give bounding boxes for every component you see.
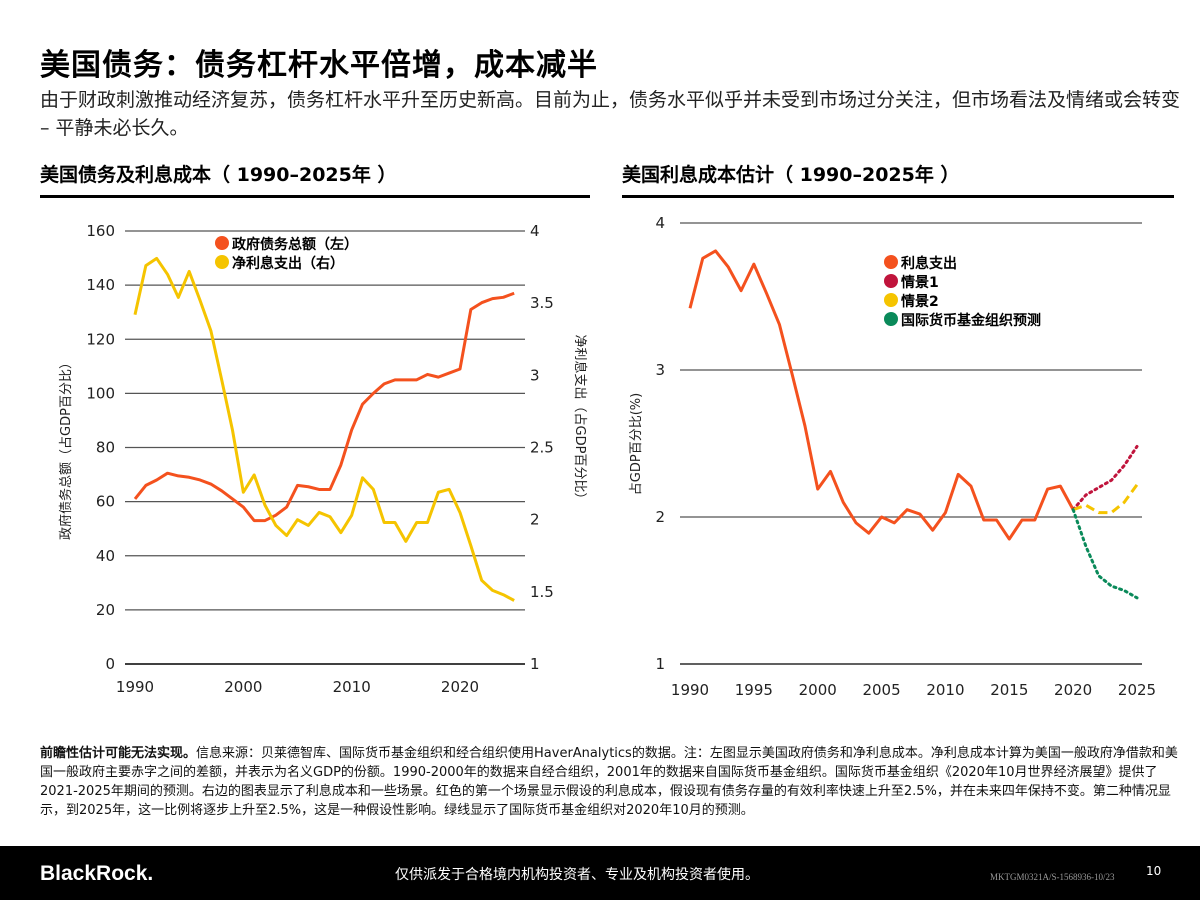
legend-marker <box>884 255 898 269</box>
notes-bold: 前瞻性估计可能无法实现。 <box>40 746 197 761</box>
x-tick-label: 1995 <box>735 681 773 699</box>
legend-marker <box>884 293 898 307</box>
legend-marker <box>884 274 898 288</box>
y2-tick-label: 1.5 <box>530 583 554 601</box>
legend-marker <box>884 312 898 326</box>
y-tick-label: 1 <box>655 655 665 673</box>
y-tick-label: 20 <box>96 601 115 619</box>
page-number: 10 <box>1146 864 1162 878</box>
series-line <box>1071 508 1139 600</box>
y-tick-label: 3 <box>655 361 665 379</box>
y-axis-label: 占GDP百分比(%) <box>629 393 644 495</box>
y-axis-label: 政府债务总额（占GDP百分比） <box>58 356 74 540</box>
x-tick-label: 2020 <box>441 678 479 696</box>
page-title: 美国债务：债务杠杆水平倍增，成本减半 <box>40 48 598 83</box>
x-tick-label: 2000 <box>224 678 262 696</box>
x-tick-label: 2005 <box>862 681 900 699</box>
y-tick-label: 4 <box>655 214 665 232</box>
y-tick-label: 80 <box>96 439 115 457</box>
y-tick-label: 2 <box>655 508 665 526</box>
charts-svg: 0 20 40 60 80 100 120 140 160 1 1.5 2 2.5 3 3.5 4 1990 20… <box>58 214 1156 699</box>
footnotes: 前瞻性估计可能无法实现。信息来源：贝莱德智库、国际货币基金组织和经合组织使用Ha… <box>40 744 1180 820</box>
blackrock-logo: BlackRock. <box>40 862 154 885</box>
legend-label: 情景1 <box>901 274 939 291</box>
legend-label: 利息支出 <box>901 255 957 272</box>
series-line <box>1072 483 1139 515</box>
y2-tick-label: 4 <box>530 222 540 240</box>
series-line <box>133 256 515 602</box>
x-tick-label: 2020 <box>1054 681 1092 699</box>
legend-label: 净利息支出（右） <box>232 255 344 272</box>
x-tick-label: 2010 <box>333 678 371 696</box>
x-tick-label: 2010 <box>926 681 964 699</box>
series-line <box>688 249 1075 541</box>
y2-tick-label: 1 <box>530 655 540 673</box>
series-line <box>1071 444 1139 512</box>
y2-tick-label: 2.5 <box>530 439 554 457</box>
y2-tick-label: 3 <box>530 366 540 384</box>
footer-disclaimer: 仅供派发于合格境内机构投资者、专业及机构投资者使用。 <box>395 867 759 883</box>
legend-label: 情景2 <box>901 293 939 310</box>
document-code: MKTGM0321A/S-1568936-10/23 <box>990 872 1115 882</box>
series-line <box>133 291 515 523</box>
y2-tick-label: 3.5 <box>530 294 554 312</box>
footer: BlackRock. 仅供派发于合格境内机构投资者、专业及机构投资者使用。 MK… <box>0 846 1200 900</box>
x-tick-label: 2025 <box>1118 681 1156 699</box>
y-tick-label: 40 <box>96 547 115 565</box>
y2-axis-label: 净利息支出（占GDP百分比） <box>572 335 588 506</box>
legend-label: 政府债务总额（左） <box>232 236 358 253</box>
y2-tick-label: 2 <box>530 511 540 529</box>
legend-marker <box>215 255 229 269</box>
x-tick-label: 2000 <box>799 681 837 699</box>
y-tick-label: 100 <box>86 384 115 402</box>
x-tick-label: 2015 <box>990 681 1028 699</box>
chart-title-left: 美国债务及利息成本（ 1990–2025年 ） <box>40 160 590 198</box>
notes-text: 信息来源：贝莱德智库、国际货币基金组织和经合组织使用HaverAnalytics… <box>40 746 1178 818</box>
legend-marker <box>215 236 229 250</box>
y-tick-label: 60 <box>96 493 115 511</box>
y-tick-label: 0 <box>105 655 115 673</box>
y-tick-label: 140 <box>86 276 115 294</box>
chart-title-right: 美国利息成本估计（ 1990–2025年 ） <box>622 160 1174 198</box>
legend-label: 国际货币基金组织预测 <box>901 312 1041 329</box>
x-tick-label: 1990 <box>116 678 154 696</box>
y-tick-label: 160 <box>86 222 115 240</box>
page-subtitle: 由于财政刺激推动经济复苏，债务杠杆水平升至历史新高。目前为止，债务水平似乎并未受… <box>40 89 1181 139</box>
y-tick-label: 120 <box>86 330 115 348</box>
x-tick-label: 1990 <box>671 681 709 699</box>
legend-bg <box>205 232 410 274</box>
